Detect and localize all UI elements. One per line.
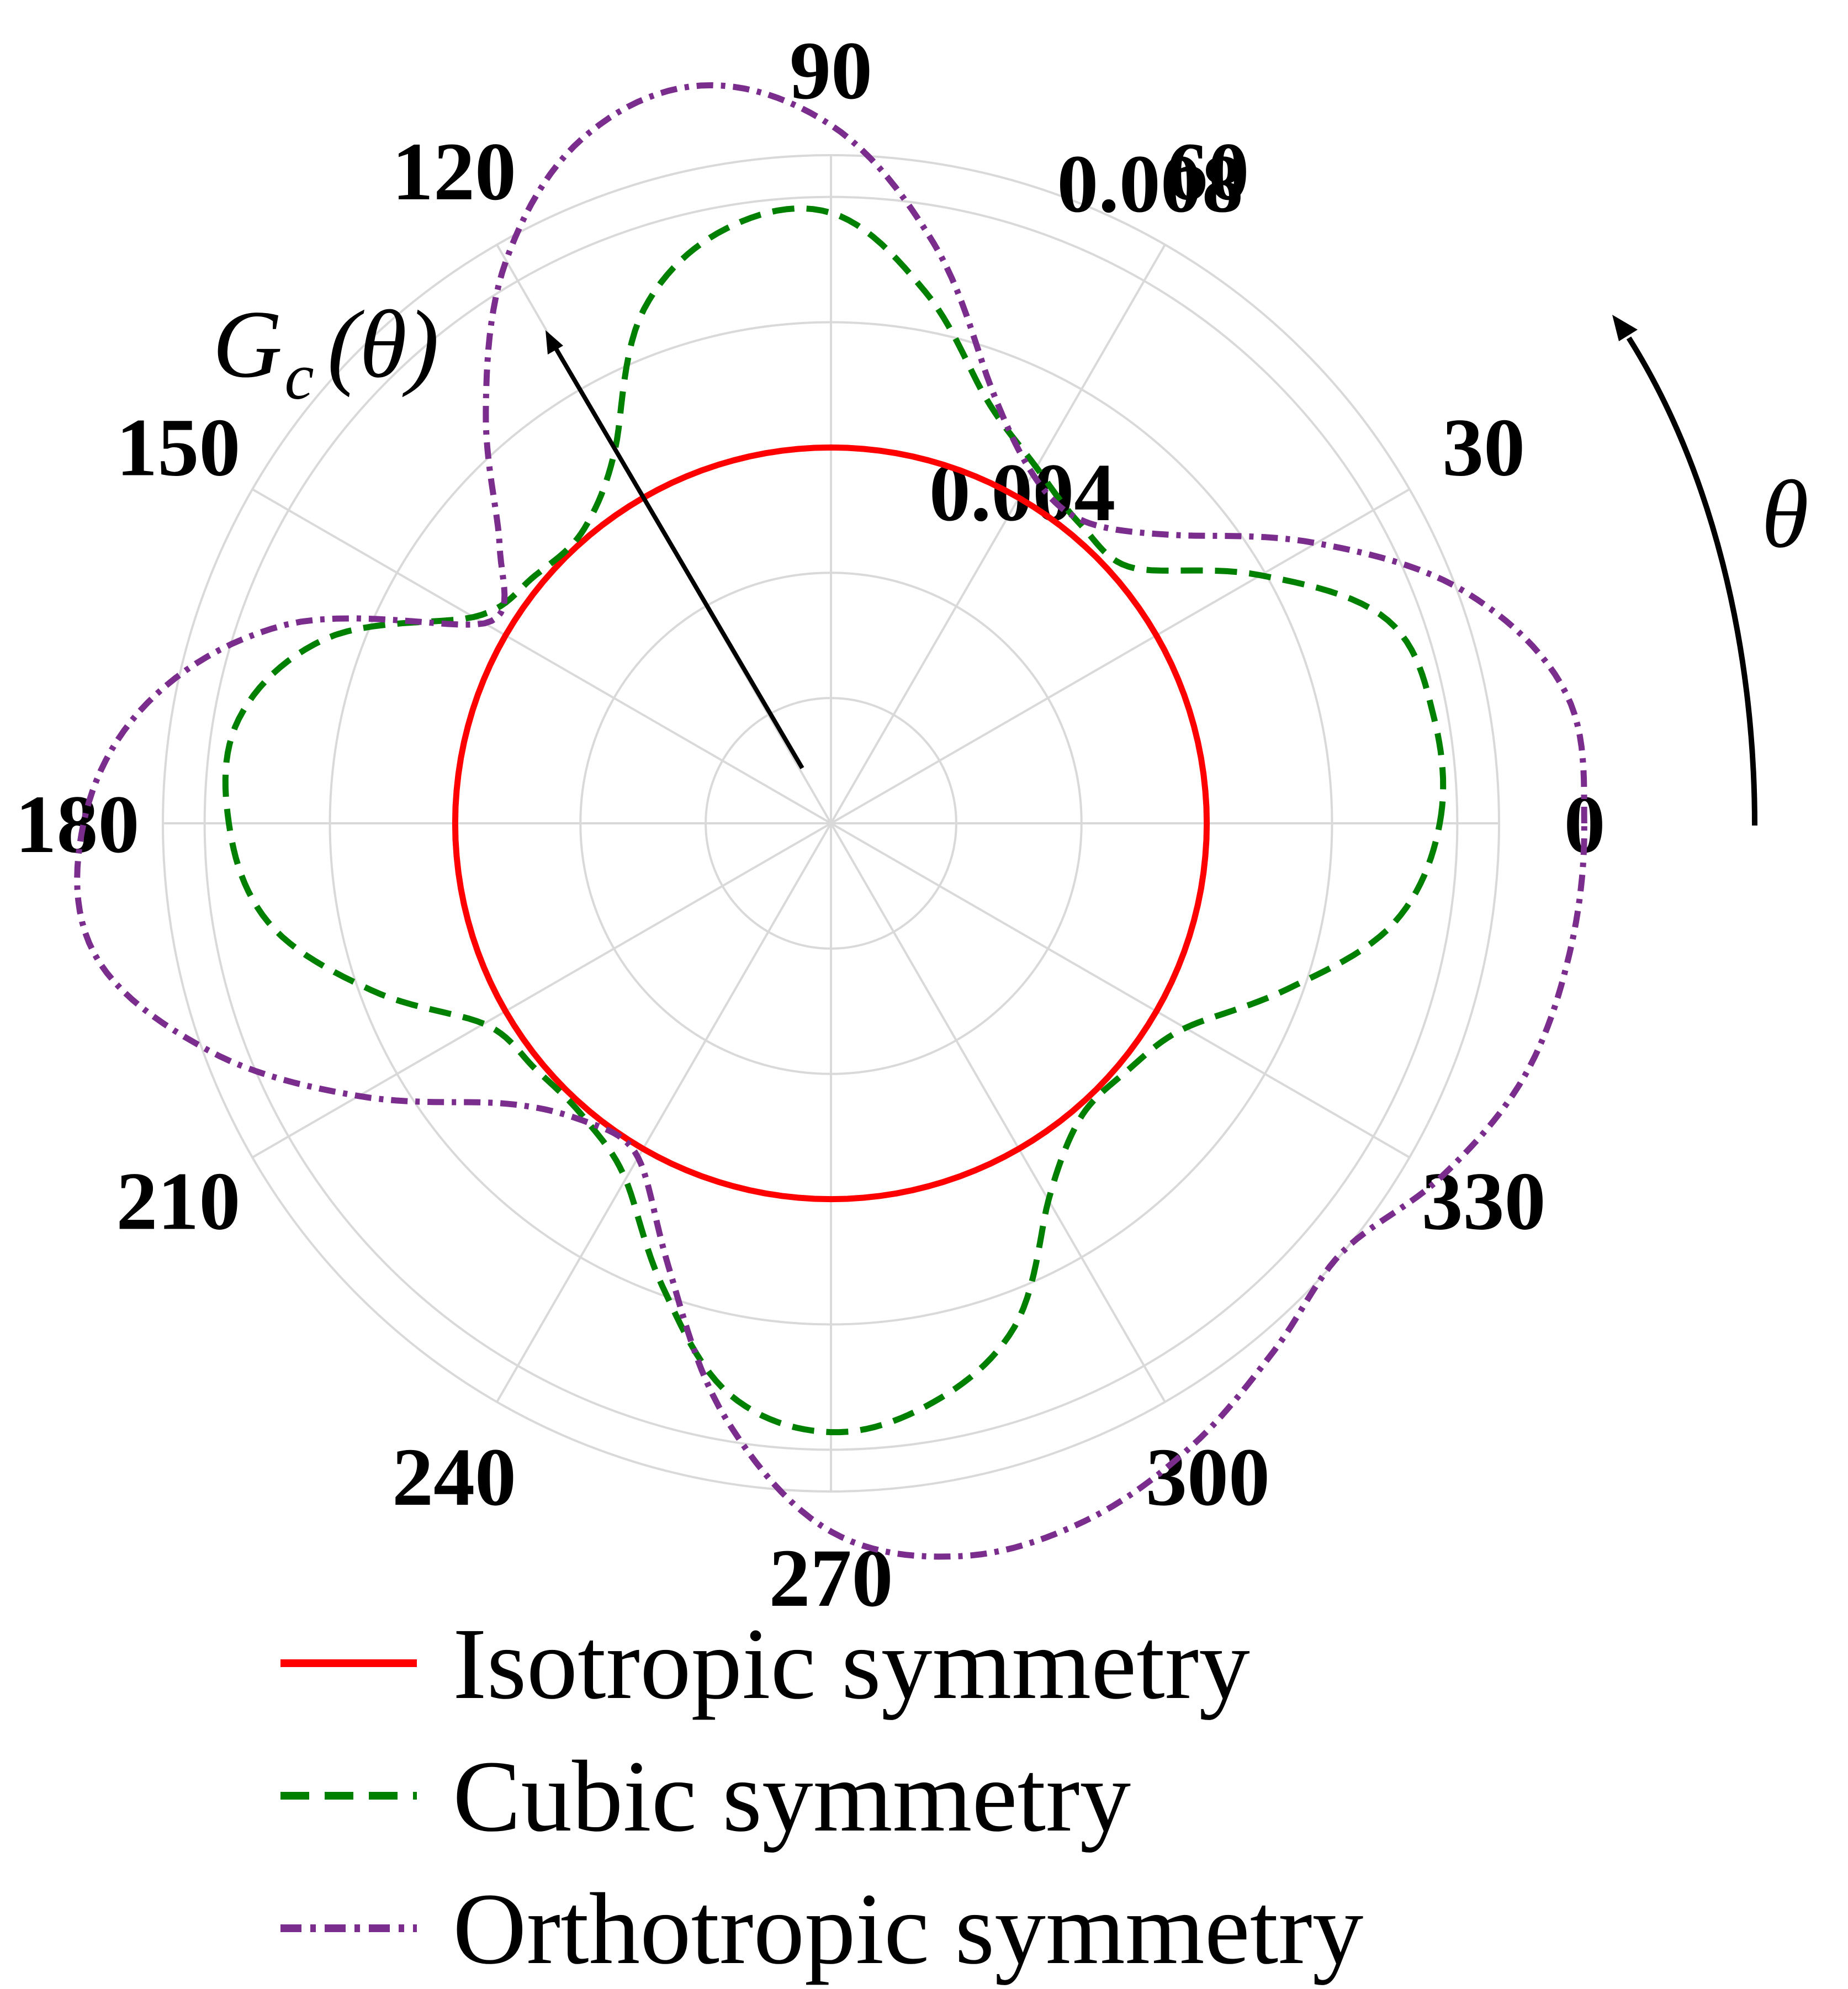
radius-arrow: [553, 345, 804, 770]
legend-label: Isotropic symmetry: [453, 1607, 1250, 1721]
angle-tick-label: 330: [1422, 1156, 1546, 1247]
angle-tick-label: 0: [1564, 779, 1606, 870]
legend-item: Cubic symmetry: [280, 1740, 1131, 1853]
grid-spoke: [252, 822, 832, 1159]
legend: Isotropic symmetry Cubic symmetry Orthot…: [280, 1607, 1363, 1986]
angle-tick-label: 60: [1167, 126, 1249, 218]
legend-label: Orthotropic symmetry: [453, 1872, 1363, 1986]
grid-spoke: [830, 244, 1166, 824]
angle-tick-label: 210: [116, 1156, 240, 1247]
angle-tick-label: 300: [1146, 1431, 1270, 1523]
legend-label: Cubic symmetry: [453, 1740, 1131, 1853]
radial-tick-label: 0.008: [1057, 138, 1243, 230]
theta-arrow: [1626, 336, 1757, 826]
grid-spoke: [830, 822, 1410, 1159]
radius-symbol: G: [213, 290, 282, 398]
radius-annotation: G c (θ): [213, 290, 439, 413]
grid-spoke: [830, 822, 1166, 1403]
grid-spoke: [252, 488, 832, 824]
angle-tick-label: 240: [392, 1431, 516, 1523]
angle-tick-label: 180: [15, 779, 140, 870]
grid-spoke: [830, 488, 1410, 824]
angle-tick-label: 150: [116, 402, 240, 494]
radius-argument: (θ): [327, 290, 440, 398]
angle-tick-label: 30: [1442, 402, 1525, 494]
series-layer: [74, 82, 1587, 1560]
angle-tick-label: 90: [790, 25, 872, 117]
legend-item: Orthotropic symmetry: [280, 1872, 1363, 1986]
series-cubic-curve: [222, 205, 1447, 1436]
polar-grid: 03060901201501802102402703003300.0040.00…: [15, 25, 1606, 1624]
series-isotropic-curve: [452, 444, 1210, 1203]
grid-spoke: [496, 822, 832, 1403]
legend-item: Isotropic symmetry: [280, 1607, 1250, 1721]
radius-arrow-head: [546, 330, 563, 355]
theta-label: θ: [1761, 461, 1809, 568]
series-orthotropic-curve: [74, 82, 1587, 1560]
radius-subscript: c: [284, 340, 314, 413]
theta-arrow-head: [1612, 315, 1638, 341]
angle-tick-label: 120: [392, 126, 516, 218]
